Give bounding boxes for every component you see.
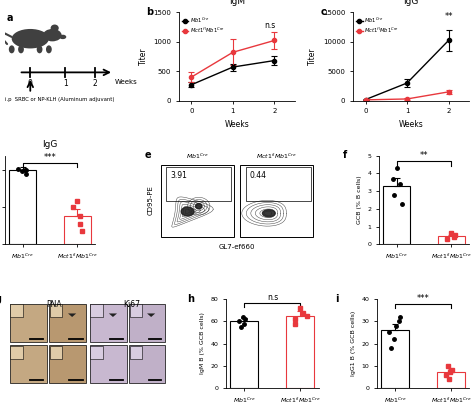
Bar <box>64 216 91 244</box>
Text: 2: 2 <box>93 80 98 88</box>
Title: IgM: IgM <box>229 0 245 6</box>
Text: n.s: n.s <box>267 293 278 302</box>
Ellipse shape <box>36 45 43 53</box>
Text: Weeks: Weeks <box>115 80 138 86</box>
Y-axis label: Titer: Titer <box>309 48 318 65</box>
Text: 1: 1 <box>63 80 67 88</box>
Y-axis label: IgM B (% GCB cells): IgM B (% GCB cells) <box>200 313 205 375</box>
Bar <box>9 345 47 383</box>
Text: i: i <box>335 294 338 304</box>
Bar <box>230 321 258 388</box>
Text: PNA: PNA <box>46 300 62 309</box>
Text: g: g <box>0 294 2 304</box>
Text: $Mb1^{Cre}$: $Mb1^{Cre}$ <box>186 152 209 161</box>
Bar <box>246 167 310 201</box>
Ellipse shape <box>9 45 15 53</box>
Ellipse shape <box>43 29 62 41</box>
Legend: $Mb1^{Cre}$, $Mct1^{fl}Mb1^{Cre}$: $Mb1^{Cre}$, $Mct1^{fl}Mb1^{Cre}$ <box>182 15 225 36</box>
Legend: $Mb1^{Cre}$, $Mct1^{fl}Mb1^{Cre}$: $Mb1^{Cre}$, $Mct1^{fl}Mb1^{Cre}$ <box>356 15 400 36</box>
X-axis label: Weeks: Weeks <box>399 120 424 129</box>
Bar <box>50 304 62 318</box>
Text: ***: *** <box>44 154 56 162</box>
Text: GL7-ef660: GL7-ef660 <box>219 244 255 250</box>
Text: 3.91: 3.91 <box>170 171 187 180</box>
Bar <box>286 316 314 388</box>
Text: i.p  SRBC or NP-KLH (Aluminum adjuvant): i.p SRBC or NP-KLH (Aluminum adjuvant) <box>5 97 114 102</box>
Bar <box>437 372 465 388</box>
Ellipse shape <box>46 45 52 53</box>
Title: IgG: IgG <box>403 0 419 6</box>
Text: b: b <box>146 7 154 17</box>
Bar <box>49 304 86 342</box>
Text: 0: 0 <box>28 80 33 88</box>
Y-axis label: IgG1 B (% GCB cells): IgG1 B (% GCB cells) <box>351 311 356 376</box>
Bar <box>161 164 234 237</box>
Text: a: a <box>7 13 14 23</box>
Ellipse shape <box>59 35 66 39</box>
Bar <box>10 304 23 318</box>
Text: e: e <box>145 150 151 160</box>
Bar <box>90 345 127 383</box>
Polygon shape <box>68 314 76 317</box>
Polygon shape <box>181 207 194 216</box>
Bar <box>381 330 409 388</box>
Polygon shape <box>196 204 202 209</box>
Ellipse shape <box>12 29 49 48</box>
Text: $Mct1^{fl}Mb1^{Cre}$: $Mct1^{fl}Mb1^{Cre}$ <box>0 346 1 381</box>
X-axis label: Weeks: Weeks <box>225 120 249 129</box>
Bar <box>383 186 410 244</box>
Bar <box>129 304 165 342</box>
Polygon shape <box>263 210 275 217</box>
Text: $Mct1^{fl}Mb1^{Cre}$: $Mct1^{fl}Mb1^{Cre}$ <box>256 152 297 161</box>
Bar <box>9 304 47 342</box>
Bar <box>166 167 231 201</box>
Bar <box>130 346 142 359</box>
Bar <box>91 304 103 318</box>
Title: IgG: IgG <box>42 140 57 149</box>
Ellipse shape <box>18 45 24 53</box>
Bar <box>438 236 465 244</box>
Text: Ki67: Ki67 <box>124 300 141 309</box>
Text: **: ** <box>444 12 453 21</box>
Y-axis label: GCB (% B cells): GCB (% B cells) <box>357 176 362 224</box>
Bar <box>50 346 62 359</box>
Text: c: c <box>320 7 327 17</box>
Text: 0.44: 0.44 <box>250 171 267 180</box>
Text: ***: *** <box>417 294 429 303</box>
Bar <box>240 164 313 237</box>
Ellipse shape <box>51 25 59 32</box>
Bar <box>91 346 103 359</box>
Bar <box>129 345 165 383</box>
Bar <box>90 304 127 342</box>
Text: h: h <box>187 294 194 304</box>
Text: f: f <box>343 150 347 160</box>
Bar <box>10 346 23 359</box>
Bar <box>49 345 86 383</box>
Y-axis label: Titer: Titer <box>139 48 148 65</box>
Bar <box>130 304 142 318</box>
Text: $Mb1^{Cre}$: $Mb1^{Cre}$ <box>0 311 1 332</box>
Text: **: ** <box>420 151 428 160</box>
Text: n.s: n.s <box>264 21 276 30</box>
Bar <box>9 170 36 244</box>
Text: CD95-PE: CD95-PE <box>148 185 154 215</box>
Polygon shape <box>109 314 117 317</box>
Polygon shape <box>147 314 155 317</box>
